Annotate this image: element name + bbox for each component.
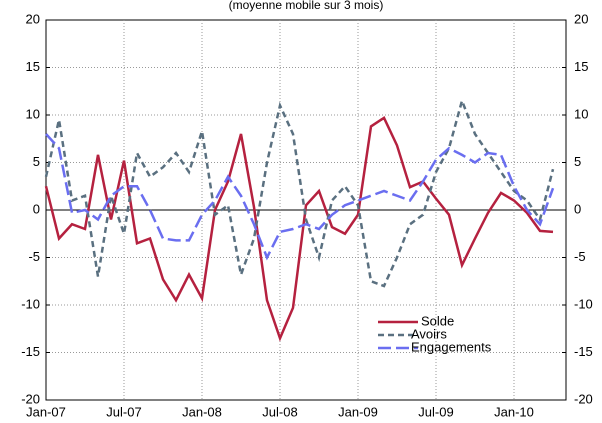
y-tick-label: 0 — [33, 201, 40, 216]
x-tick-label: Jul-07 — [106, 404, 141, 419]
y-tick-label: 5 — [33, 154, 40, 169]
x-tick-label: Jul-09 — [418, 404, 453, 419]
x-tick-label: Jan-09 — [338, 404, 378, 419]
series-line — [44, 116, 554, 342]
x-tick-label: Jan-08 — [182, 404, 222, 419]
y2-tick-label: 20 — [574, 11, 588, 26]
y2-tick-label: -20 — [574, 391, 593, 406]
y-tick-label: -10 — [21, 296, 40, 311]
y2-tick-label: 0 — [574, 201, 581, 216]
x-tick-label: Jan-07 — [26, 404, 66, 419]
series-line — [44, 96, 555, 288]
y2-tick-label: 5 — [574, 154, 581, 169]
legend-label: Avoirs — [411, 326, 447, 341]
y-tick-label: -20 — [21, 391, 40, 406]
y-tick-label: -5 — [28, 249, 40, 264]
chart-subtitle: (moyenne mobile sur 3 mois) — [229, 0, 384, 12]
legend-label: Engagements — [411, 339, 492, 354]
series-line — [45, 133, 555, 261]
x-tick-label: Jul-08 — [262, 404, 297, 419]
y2-tick-label: -15 — [574, 344, 593, 359]
y2-tick-label: 10 — [574, 106, 588, 121]
y-tick-label: 20 — [26, 11, 40, 26]
y2-tick-label: -10 — [574, 296, 593, 311]
y-tick-label: 10 — [26, 106, 40, 121]
y2-tick-label: 15 — [574, 59, 588, 74]
y2-tick-label: -5 — [574, 249, 586, 264]
legend-label: Solde — [421, 313, 454, 328]
y-tick-label: 15 — [26, 59, 40, 74]
y-tick-label: -15 — [21, 344, 40, 359]
x-tick-label: Jan-10 — [494, 404, 534, 419]
